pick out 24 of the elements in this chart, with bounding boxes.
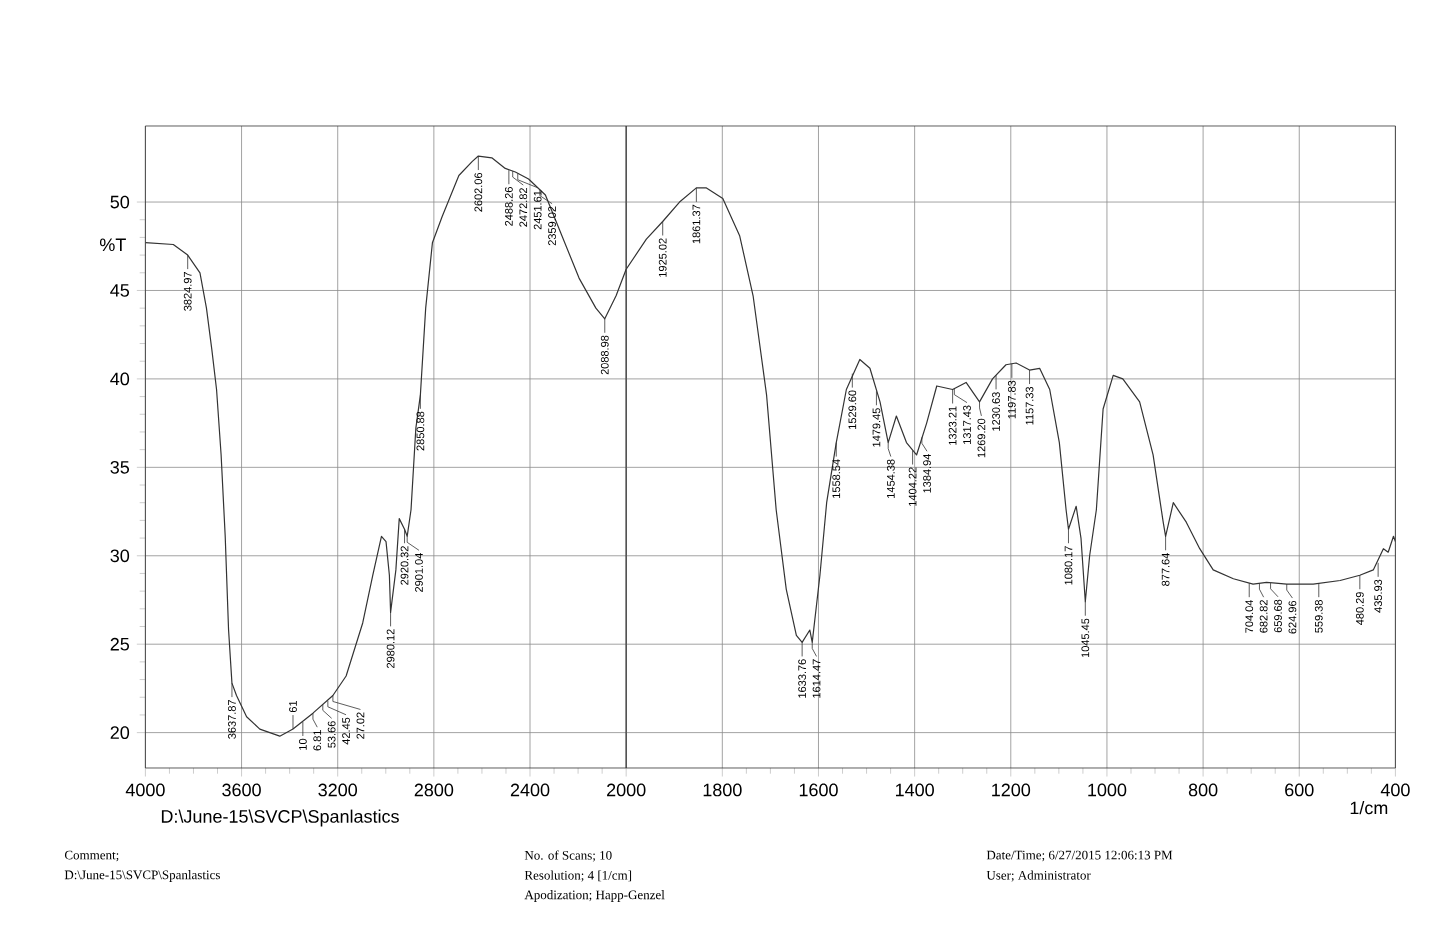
x-tick-label: 1800 bbox=[703, 783, 742, 797]
x-tick-label: 400 bbox=[1380, 783, 1410, 797]
x-tick-label: 4000 bbox=[125, 783, 165, 797]
x-tick-label: 1400 bbox=[895, 783, 934, 797]
y-axis-title: %T bbox=[99, 238, 126, 252]
x-tick-label: 2800 bbox=[414, 783, 454, 797]
y-tick-label: 50 bbox=[110, 195, 130, 209]
x-tick-label: 1600 bbox=[799, 783, 838, 797]
x-tick-label: 600 bbox=[1285, 783, 1314, 797]
y-tick-label: 35 bbox=[110, 460, 130, 474]
y-tick-label: 25 bbox=[110, 637, 130, 651]
x-axis-title: 1/cm bbox=[1350, 801, 1388, 815]
x-tick-label: 1200 bbox=[992, 783, 1031, 797]
x-tick-label: 2000 bbox=[607, 783, 646, 797]
x-tick-label: 800 bbox=[1188, 783, 1218, 797]
text: D:\June-15\SVCP\Spanlastics bbox=[161, 809, 399, 827]
y-tick-label: 40 bbox=[110, 372, 130, 386]
y-tick-label: 30 bbox=[110, 549, 130, 563]
x-tick-label: 2400 bbox=[510, 783, 550, 797]
x-tick-label: 1000 bbox=[1088, 783, 1127, 797]
y-tick-label: 45 bbox=[110, 284, 130, 297]
x-tick-label: 3200 bbox=[318, 783, 358, 797]
x-tick-label: 3600 bbox=[222, 783, 261, 797]
y-tick-label: 20 bbox=[110, 726, 130, 740]
